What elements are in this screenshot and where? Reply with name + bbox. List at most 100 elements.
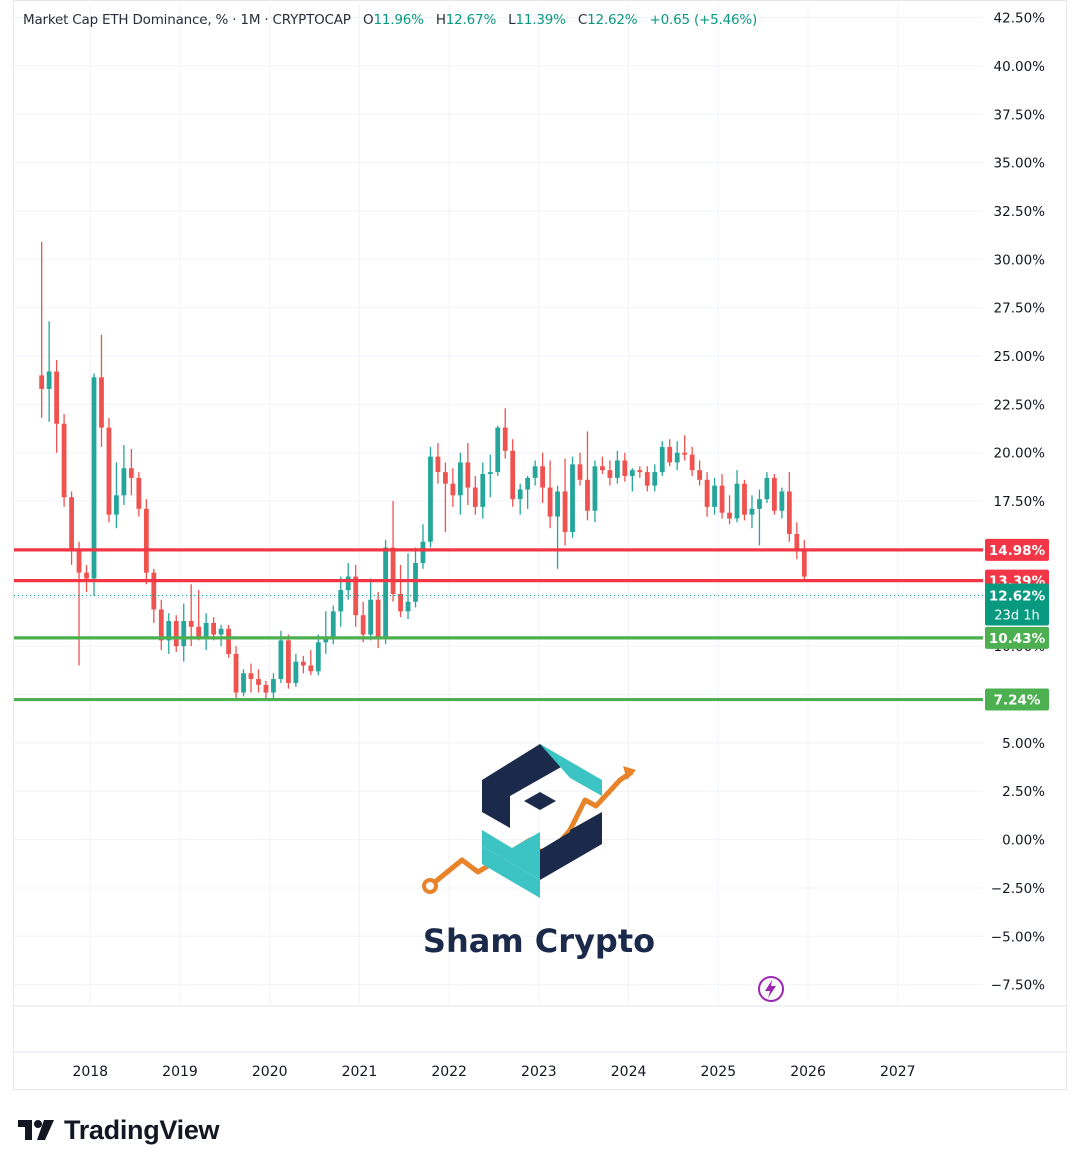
candle-body[interactable]: [54, 371, 60, 424]
candle-body[interactable]: [689, 454, 695, 471]
candle-body[interactable]: [443, 472, 448, 484]
candle-body[interactable]: [383, 547, 388, 639]
candle-body[interactable]: [218, 628, 224, 635]
candle-body[interactable]: [143, 508, 149, 573]
candle-body[interactable]: [286, 640, 291, 683]
candle-body[interactable]: [727, 512, 732, 519]
candle-body[interactable]: [487, 472, 493, 475]
candle-body[interactable]: [76, 549, 82, 573]
candle-body[interactable]: [555, 491, 560, 517]
candle-body[interactable]: [749, 508, 755, 515]
candle-body[interactable]: [742, 483, 747, 515]
candle-body[interactable]: [472, 487, 478, 507]
candle-body[interactable]: [667, 446, 673, 463]
candle-body[interactable]: [734, 483, 740, 519]
candle-body[interactable]: [719, 485, 725, 513]
candle-body[interactable]: [801, 549, 807, 577]
candle-body[interactable]: [166, 621, 172, 641]
candle-body[interactable]: [704, 479, 710, 507]
candle-body[interactable]: [69, 497, 74, 550]
candle-body[interactable]: [517, 489, 523, 500]
candle-body[interactable]: [607, 470, 613, 478]
candle-body[interactable]: [674, 452, 680, 463]
candle-body[interactable]: [353, 576, 359, 616]
candle-body[interactable]: [128, 468, 134, 478]
candle-body[interactable]: [360, 615, 366, 635]
candle-body[interactable]: [114, 495, 119, 515]
candle-body[interactable]: [181, 621, 187, 647]
candle-body[interactable]: [271, 679, 276, 693]
candle-body[interactable]: [771, 477, 777, 511]
candle-body[interactable]: [794, 533, 800, 550]
candle-body[interactable]: [465, 462, 471, 488]
candle-body[interactable]: [577, 464, 583, 480]
candle-body[interactable]: [779, 491, 785, 511]
candle-body[interactable]: [203, 622, 209, 639]
candle-body[interactable]: [173, 621, 179, 647]
candle-body[interactable]: [435, 456, 441, 473]
candle-body[interactable]: [188, 621, 194, 627]
candle-body[interactable]: [46, 371, 52, 389]
candle-body[interactable]: [248, 673, 254, 680]
candle-body[interactable]: [659, 446, 665, 473]
candle-body[interactable]: [211, 622, 217, 635]
candle-body[interactable]: [398, 593, 403, 612]
candle-body[interactable]: [525, 477, 531, 490]
candle-body[interactable]: [151, 572, 157, 610]
candle-body[interactable]: [532, 466, 538, 478]
candle-body[interactable]: [308, 665, 314, 672]
candle-body[interactable]: [375, 599, 381, 639]
candle-body[interactable]: [413, 562, 418, 602]
candle-body[interactable]: [338, 590, 344, 612]
candle-body[interactable]: [121, 468, 127, 496]
candle-body[interactable]: [300, 661, 306, 666]
chart-frame[interactable]: [13, 0, 1067, 1090]
candle-body[interactable]: [757, 499, 762, 509]
candle-body[interactable]: [697, 470, 703, 480]
candle-body[interactable]: [600, 466, 605, 471]
candle-body[interactable]: [91, 377, 97, 579]
candle-body[interactable]: [315, 642, 321, 672]
candle-body[interactable]: [136, 477, 142, 509]
candle-body[interactable]: [510, 450, 516, 500]
candle-body[interactable]: [428, 456, 433, 542]
candle-body[interactable]: [99, 377, 104, 428]
candle-body[interactable]: [390, 547, 396, 594]
candle-body[interactable]: [570, 464, 575, 533]
candle-body[interactable]: [652, 472, 658, 486]
candle-body[interactable]: [106, 427, 112, 515]
candle-body[interactable]: [233, 653, 239, 693]
candle-body[interactable]: [293, 661, 299, 683]
candle-body[interactable]: [241, 673, 246, 693]
candle-body[interactable]: [84, 572, 89, 579]
candle-body[interactable]: [547, 487, 553, 517]
candle-body[interactable]: [644, 472, 650, 486]
candle-body[interactable]: [622, 460, 628, 476]
candle-body[interactable]: [345, 576, 351, 591]
candle-body[interactable]: [256, 679, 261, 685]
lightning-icon[interactable]: [757, 975, 785, 1003]
candle-body[interactable]: [585, 479, 590, 511]
candle-body[interactable]: [61, 423, 67, 498]
candle-body[interactable]: [368, 599, 374, 635]
candle-body[interactable]: [330, 611, 336, 639]
candle-body[interactable]: [196, 626, 202, 639]
candle-body[interactable]: [457, 462, 463, 496]
candle-body[interactable]: [614, 460, 620, 478]
candle-body[interactable]: [263, 684, 269, 693]
tradingview-logo[interactable]: TradingView: [16, 1112, 220, 1148]
candle-body[interactable]: [764, 477, 770, 500]
candle-body[interactable]: [712, 485, 717, 507]
candle-body[interactable]: [420, 541, 426, 563]
candle-body[interactable]: [629, 470, 635, 476]
candle-body[interactable]: [495, 427, 501, 473]
candle-body[interactable]: [226, 628, 231, 654]
candle-body[interactable]: [562, 491, 568, 533]
candle-body[interactable]: [39, 375, 45, 389]
candle-body[interactable]: [540, 466, 546, 488]
candle-body[interactable]: [502, 427, 508, 451]
candle-body[interactable]: [786, 491, 792, 534]
candle-body[interactable]: [480, 474, 486, 507]
candle-body[interactable]: [450, 483, 456, 496]
candle-body[interactable]: [158, 609, 164, 641]
